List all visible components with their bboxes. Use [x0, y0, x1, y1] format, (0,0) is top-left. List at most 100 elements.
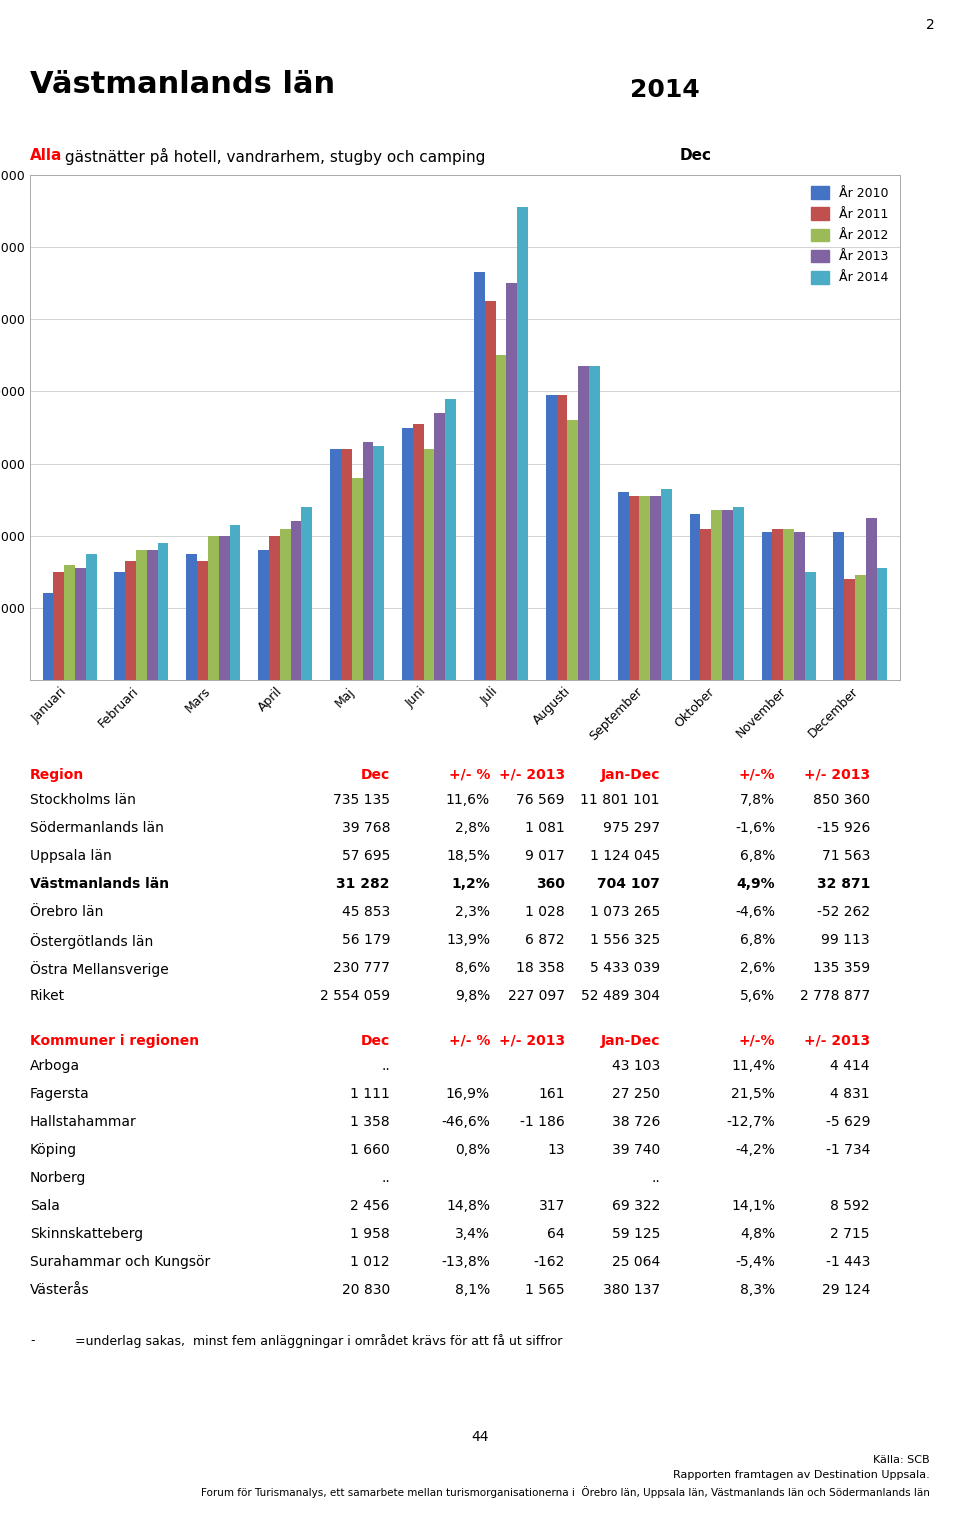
Text: Hallstahammar: Hallstahammar — [30, 1115, 136, 1129]
Bar — [783, 529, 794, 680]
Bar — [445, 398, 456, 680]
Text: 1 081: 1 081 — [525, 821, 565, 835]
Text: 2,8%: 2,8% — [455, 821, 490, 835]
Text: +/- 2013: +/- 2013 — [804, 1035, 870, 1048]
Text: 735 135: 735 135 — [333, 794, 390, 807]
Text: 44: 44 — [471, 1430, 489, 1444]
Text: +/- %: +/- % — [448, 1035, 490, 1048]
Text: Södermanlands län: Södermanlands län — [30, 821, 164, 835]
Text: -12,7%: -12,7% — [727, 1115, 775, 1129]
Text: Norberg: Norberg — [30, 1171, 86, 1185]
Text: 11 801 101: 11 801 101 — [581, 794, 660, 807]
Bar — [291, 521, 301, 680]
Text: 161: 161 — [539, 1088, 565, 1101]
Bar — [722, 511, 732, 680]
Text: Stockholms län: Stockholms län — [30, 794, 136, 807]
Text: 38 726: 38 726 — [612, 1115, 660, 1129]
Text: 18 358: 18 358 — [516, 961, 565, 976]
Bar — [147, 550, 157, 680]
Text: 2 554 059: 2 554 059 — [320, 989, 390, 1003]
Text: 13: 13 — [547, 1144, 565, 1157]
Bar — [557, 395, 567, 680]
Text: Jan-Dec: Jan-Dec — [601, 768, 660, 782]
Text: ..: .. — [381, 1059, 390, 1073]
Text: 69 322: 69 322 — [612, 1200, 660, 1214]
Text: Alla: Alla — [30, 148, 62, 164]
Text: 4,8%: 4,8% — [740, 1227, 775, 1241]
Text: 360: 360 — [536, 877, 565, 891]
Text: 317: 317 — [539, 1200, 565, 1214]
Bar — [197, 561, 208, 680]
Text: 850 360: 850 360 — [813, 794, 870, 807]
Bar — [589, 367, 600, 680]
Bar — [75, 568, 85, 680]
Text: 27 250: 27 250 — [612, 1088, 660, 1101]
Text: -162: -162 — [534, 1256, 565, 1270]
Bar — [844, 579, 855, 680]
Text: -1 186: -1 186 — [520, 1115, 565, 1129]
Bar — [229, 524, 240, 680]
Text: 43 103: 43 103 — [612, 1059, 660, 1073]
Text: 29 124: 29 124 — [822, 1283, 870, 1297]
Text: 5 433 039: 5 433 039 — [589, 961, 660, 976]
Text: 45 853: 45 853 — [342, 904, 390, 920]
Bar — [567, 420, 578, 680]
Text: 18,5%: 18,5% — [446, 850, 490, 864]
Bar — [761, 532, 773, 680]
Text: 1 111: 1 111 — [350, 1088, 390, 1101]
Text: 1 556 325: 1 556 325 — [589, 933, 660, 947]
Text: 11,4%: 11,4% — [731, 1059, 775, 1073]
Text: 76 569: 76 569 — [516, 794, 565, 807]
Text: 2014: 2014 — [630, 77, 700, 102]
Bar — [280, 529, 291, 680]
Text: Rapporten framtagen av Destination Uppsala.: Rapporten framtagen av Destination Uppsa… — [673, 1470, 930, 1480]
Text: 9 017: 9 017 — [525, 850, 565, 864]
Bar — [219, 536, 229, 680]
Text: Västmanlands län: Västmanlands län — [30, 70, 335, 98]
Text: 8,1%: 8,1% — [455, 1283, 490, 1297]
Bar — [578, 367, 589, 680]
Bar — [54, 571, 64, 680]
Text: 3,4%: 3,4% — [455, 1227, 490, 1241]
Text: -5 629: -5 629 — [826, 1115, 870, 1129]
Bar — [701, 529, 711, 680]
Bar — [866, 518, 876, 680]
Text: 39 740: 39 740 — [612, 1144, 660, 1157]
Text: 6,8%: 6,8% — [740, 850, 775, 864]
Text: 1 073 265: 1 073 265 — [589, 904, 660, 920]
Text: -: - — [30, 1333, 35, 1347]
Bar — [42, 594, 54, 680]
Text: Arboga: Arboga — [30, 1059, 80, 1073]
Bar — [474, 273, 485, 680]
Bar — [136, 550, 147, 680]
Text: Skinnskatteberg: Skinnskatteberg — [30, 1227, 143, 1241]
Bar — [833, 532, 844, 680]
Text: Östergötlands län: Östergötlands län — [30, 933, 154, 950]
Text: 59 125: 59 125 — [612, 1227, 660, 1241]
Bar — [269, 536, 280, 680]
Bar — [373, 445, 384, 680]
Bar — [186, 554, 197, 680]
Bar — [423, 448, 435, 680]
Text: Uppsala län: Uppsala län — [30, 850, 111, 864]
Text: Surahammar och Kungsör: Surahammar och Kungsör — [30, 1256, 210, 1270]
Text: 56 179: 56 179 — [342, 933, 390, 947]
Bar — [495, 356, 506, 680]
Text: Riket: Riket — [30, 989, 65, 1003]
Text: Västerås: Västerås — [30, 1283, 89, 1297]
Text: 16,9%: 16,9% — [445, 1088, 490, 1101]
Text: 6 872: 6 872 — [525, 933, 565, 947]
Bar — [876, 568, 887, 680]
Text: -1 443: -1 443 — [826, 1256, 870, 1270]
Text: -15 926: -15 926 — [817, 821, 870, 835]
Text: Fagersta: Fagersta — [30, 1088, 89, 1101]
Bar — [629, 495, 639, 680]
Text: 1 124 045: 1 124 045 — [589, 850, 660, 864]
Bar — [351, 479, 363, 680]
Text: Dec: Dec — [361, 768, 390, 782]
Text: 8,3%: 8,3% — [740, 1283, 775, 1297]
Text: Östra Mellansverige: Östra Mellansverige — [30, 961, 169, 977]
Text: +/-%: +/-% — [738, 768, 775, 782]
Text: 2 456: 2 456 — [350, 1200, 390, 1214]
Text: 4,9%: 4,9% — [736, 877, 775, 891]
